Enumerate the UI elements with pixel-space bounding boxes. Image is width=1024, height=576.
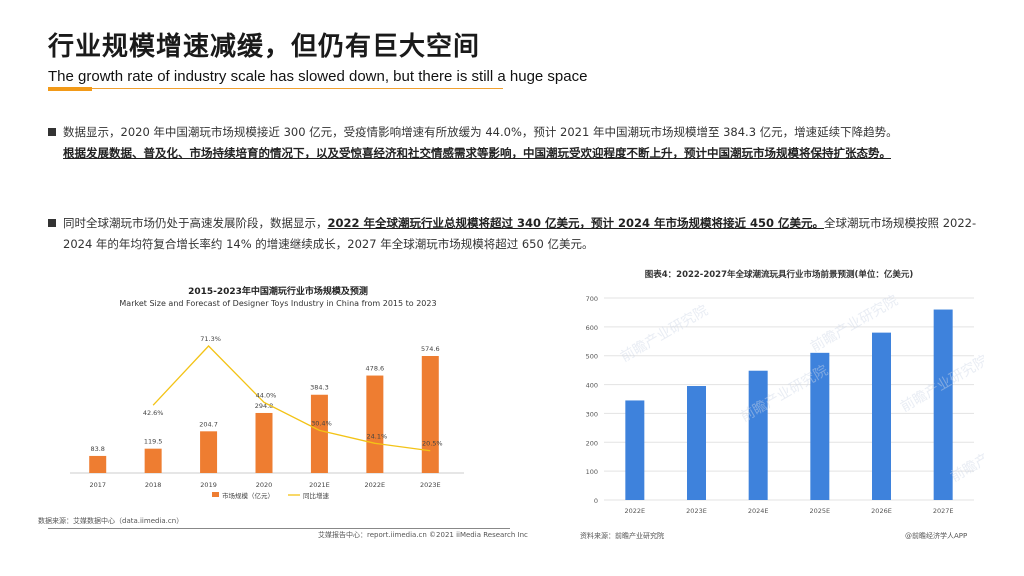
chart2-y-tick: 700 bbox=[586, 295, 598, 303]
chart2-bar bbox=[872, 332, 891, 500]
chart2-x-tick: 2022E bbox=[625, 507, 646, 515]
chart1-bar-label: 119.5 bbox=[144, 438, 163, 446]
chart2-y-tick: 500 bbox=[586, 353, 598, 361]
bullet-2-emphasis: 2022 年全球潮玩行业总规模将超过 340 亿美元，预计 2024 年市场规模… bbox=[327, 216, 825, 230]
chart2-x-tick: 2023E bbox=[686, 507, 707, 515]
chart1-x-tick: 2020 bbox=[256, 481, 273, 489]
chart1-x-tick: 2022E bbox=[365, 481, 386, 489]
chart1-line-label: 24.1% bbox=[367, 432, 388, 440]
chart2-bar bbox=[687, 386, 706, 500]
chart1-legend-line-label: 同比增速 bbox=[303, 491, 330, 500]
chart2-y-tick: 300 bbox=[586, 410, 598, 418]
chart1-x-tick: 2019 bbox=[200, 481, 217, 489]
chart2-y-tick: 200 bbox=[586, 439, 598, 447]
chart1-bar bbox=[89, 455, 107, 473]
chart1-line-label: 30.4% bbox=[311, 419, 332, 427]
chart1-bar bbox=[144, 448, 162, 473]
chart1-bar-label: 83.8 bbox=[90, 445, 104, 453]
chart1-line-label: 42.6% bbox=[143, 409, 164, 417]
chart2-x-tick: 2025E bbox=[810, 507, 831, 515]
chart2-bar bbox=[748, 370, 768, 500]
page-subtitle: The growth rate of industry scale has sl… bbox=[48, 68, 588, 85]
title-accent-bar bbox=[48, 87, 92, 91]
chart1-bar bbox=[310, 394, 328, 473]
chart2-credit: @前瞻经济学人APP bbox=[905, 532, 968, 540]
chart1-bar-label: 478.6 bbox=[366, 365, 385, 373]
chart1-bar-label: 574.6 bbox=[421, 345, 440, 353]
chart1-line-label: 20.5% bbox=[422, 440, 443, 448]
global-market-chart: 图表4：2022-2027年全球潮流玩具行业市场前景预测(单位：亿美元) 0 10… bbox=[574, 262, 984, 542]
china-market-chart: 2015-2023年中国潮玩行业市场规模及预测 Market Size and … bbox=[48, 278, 508, 528]
bullet-square-icon bbox=[48, 219, 56, 227]
chart2-source: 资料来源：前瞻产业研究院 bbox=[580, 532, 664, 540]
chart2-x-tick: 2024E bbox=[748, 507, 769, 515]
chart2-y-tick: 0 bbox=[594, 497, 598, 505]
chart1-x-tick: 2017 bbox=[89, 481, 106, 489]
bullet-2-rest: 全球潮玩市场规模按照 2022-2024 年的年均符复合增长率约 14% 的增速… bbox=[63, 216, 977, 251]
chart1-subtitle: Market Size and Forecast of Designer Toy… bbox=[119, 299, 437, 308]
bullet-paragraph-1: 数据显示，2020 年中国潮玩市场规模接近 300 亿元，受疫情影响增速有所放缓… bbox=[48, 122, 978, 164]
chart1-x-tick: 2018 bbox=[145, 481, 162, 489]
bullet-1-text: 数据显示，2020 年中国潮玩市场规模接近 300 亿元，受疫情影响增速有所放缓… bbox=[63, 125, 898, 139]
bullet-2-intro: 同时全球潮玩市场仍处于高速发展阶段，数据显示， bbox=[63, 216, 328, 230]
chart2-title: 图表4：2022-2027年全球潮流玩具行业市场前景预测(单位：亿美元) bbox=[644, 270, 914, 280]
chart2-x-tick: 2026E bbox=[871, 507, 892, 515]
chart1-plot: 83.8 2017 119.5 2018 204.7 2019 294.8 2020 384.3… bbox=[70, 335, 464, 500]
chart1-title: 2015-2023年中国潮玩行业市场规模及预测 bbox=[188, 287, 368, 297]
chart1-x-tick: 2023E bbox=[420, 481, 441, 489]
chart1-footer: 艾媒报告中心：report.iimedia.cn ©2021 iiMedia R… bbox=[318, 531, 528, 539]
chart2-x-tick: 2027E bbox=[933, 507, 954, 515]
chart2-y-tick: 100 bbox=[586, 468, 598, 476]
chart2-watermark: 前瞻产业研究院 bbox=[948, 422, 985, 486]
chart1-x-tick: 2021E bbox=[309, 481, 330, 489]
chart1-bar-label: 204.7 bbox=[199, 420, 218, 428]
bullet-1-emphasis: 根据发展数据、普及化、市场持续培育的情况下，以及受惊喜经济和社交情感需求等影响，… bbox=[63, 146, 891, 160]
chart2-y-tick: 600 bbox=[586, 324, 598, 332]
chart2-plot: 0 100 200 300 400 500 600 700 2022E 2023E 2024E 202… bbox=[586, 292, 985, 515]
chart2-bar bbox=[625, 400, 645, 500]
chart1-source: 数据来源：艾媒数据中心（data.iimedia.cn） bbox=[38, 517, 184, 525]
chart2-bar bbox=[933, 309, 953, 500]
chart1-bar bbox=[255, 412, 273, 473]
chart1-legend-bar-swatch bbox=[212, 492, 219, 497]
bullet-paragraph-2: 同时全球潮玩市场仍处于高速发展阶段，数据显示，2022 年全球潮玩行业总规模将超… bbox=[48, 213, 978, 255]
chart2-y-tick: 400 bbox=[586, 382, 598, 390]
chart1-legend-bar-label: 市场规模（亿元） bbox=[222, 491, 274, 500]
page-title: 行业规模增速减缓，但仍有巨大空间 bbox=[48, 32, 481, 62]
chart1-divider bbox=[48, 528, 510, 529]
bullet-square-icon bbox=[48, 128, 56, 136]
chart1-bar bbox=[421, 356, 439, 473]
chart1-bar bbox=[200, 431, 218, 473]
chart2-bar bbox=[810, 352, 830, 500]
chart1-bar-label: 294.8 bbox=[255, 402, 274, 410]
title-underline bbox=[48, 88, 503, 89]
chart1-bar bbox=[366, 375, 384, 473]
chart1-growth-line bbox=[152, 345, 431, 452]
chart1-bar-label: 384.3 bbox=[310, 384, 329, 392]
chart1-line-label: 44.0% bbox=[256, 391, 277, 399]
chart1-line-label: 71.3% bbox=[200, 335, 221, 343]
